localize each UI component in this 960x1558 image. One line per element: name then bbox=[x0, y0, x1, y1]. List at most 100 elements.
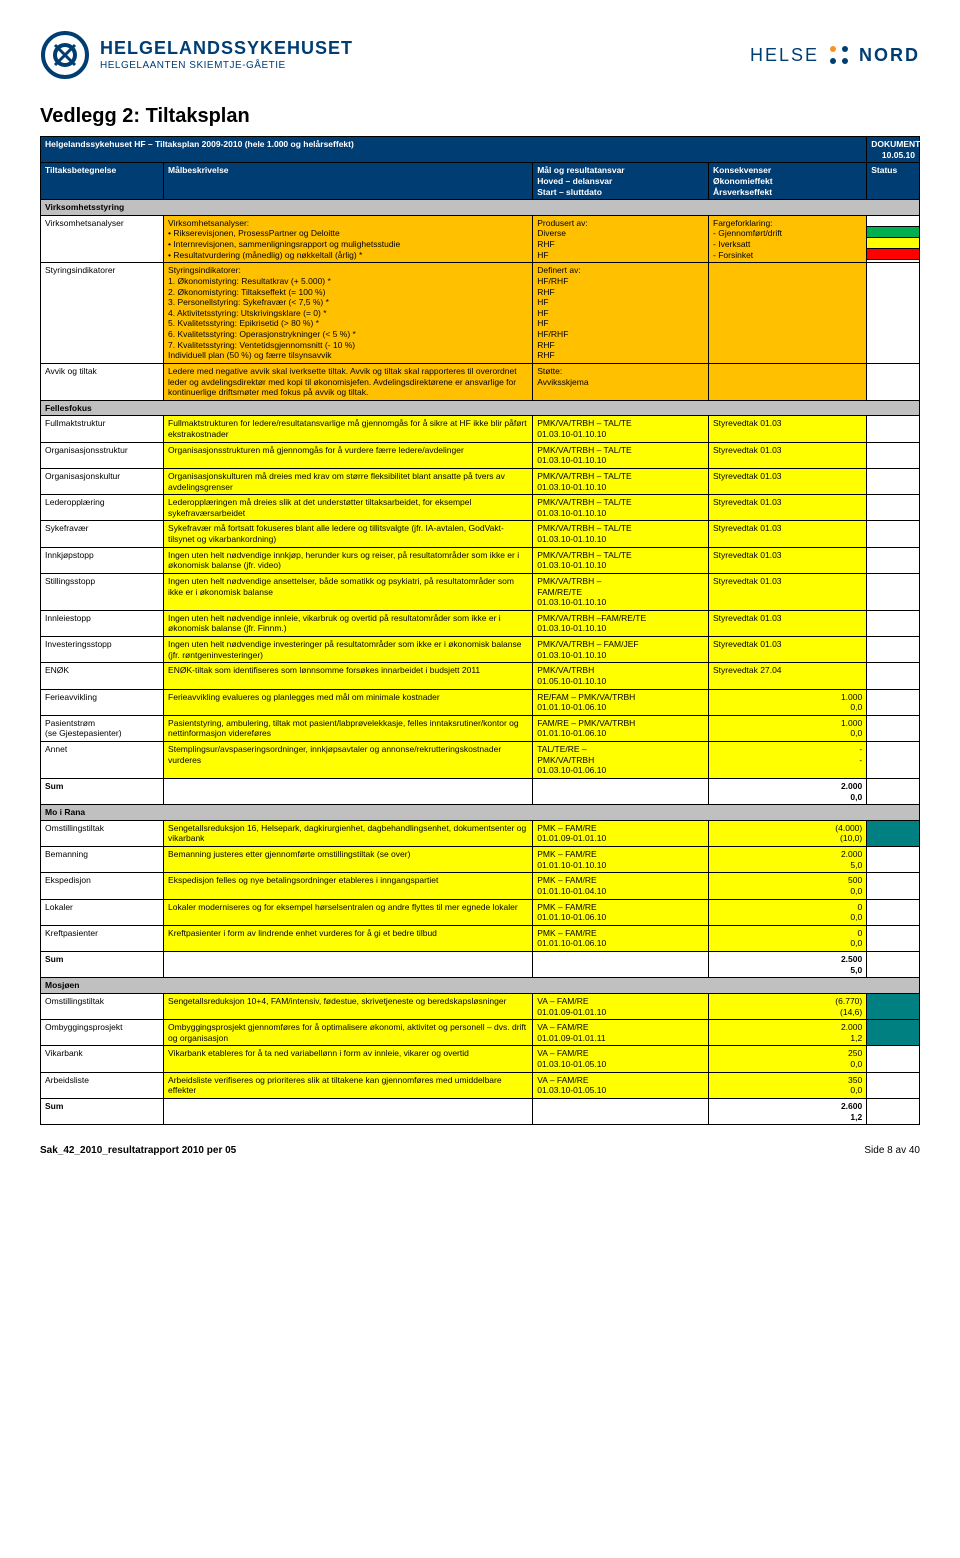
cell-ansvar: VA – FAM/RE 01.01.09-01.01.10 bbox=[533, 993, 709, 1019]
cell-konsekvens: Styrevedtak 01.03 bbox=[709, 573, 867, 610]
table-row: ArbeidslisteArbeidsliste verifiseres og … bbox=[41, 1072, 920, 1098]
cell-konsekvens: Fargeforklaring: - Gjennomført/drift - I… bbox=[709, 215, 867, 263]
cell-status bbox=[867, 363, 920, 400]
cell-status bbox=[867, 1098, 920, 1124]
cell-tiltak: Annet bbox=[41, 742, 164, 779]
cell-beskrivelse: Ferieavvikling evalueres og planlegges m… bbox=[164, 689, 533, 715]
cell-konsekvens: 2.000 1,2 bbox=[709, 1020, 867, 1046]
cell-ansvar bbox=[533, 778, 709, 804]
cell-ansvar: PMK/VA/TRBH – TAL/TE 01.03.10-01.10.10 bbox=[533, 468, 709, 494]
cell-status bbox=[867, 637, 920, 663]
cell-status bbox=[867, 263, 920, 364]
section-header: Mo i Rana bbox=[41, 805, 920, 821]
cell-ansvar: VA – FAM/RE 01.03.10-01.05.10 bbox=[533, 1046, 709, 1072]
section-name: Mo i Rana bbox=[41, 805, 920, 821]
cell-ansvar: PMK/VA/TRBH – TAL/TE 01.03.10-01.10.10 bbox=[533, 495, 709, 521]
cell-tiltak: Ombyggingsprosjekt bbox=[41, 1020, 164, 1046]
cell-beskrivelse: Pasientstyring, ambulering, tiltak mot p… bbox=[164, 715, 533, 741]
cell-konsekvens: 2.000 5,0 bbox=[709, 847, 867, 873]
table-row: VirksomhetsanalyserVirksomhetsanalyser: … bbox=[41, 215, 920, 263]
cell-beskrivelse: Ledere med negative avvik skal iverksett… bbox=[164, 363, 533, 400]
table-row: BemanningBemanning justeres etter gjenno… bbox=[41, 847, 920, 873]
cell-ansvar: PMK/VA/TRBH –FAM/RE/TE 01.03.10-01.10.10 bbox=[533, 610, 709, 636]
cell-konsekvens: 2.000 0,0 bbox=[709, 778, 867, 804]
col-header-5: Status bbox=[867, 163, 920, 200]
cell-beskrivelse: Ingen uten helt nødvendige ansettelser, … bbox=[164, 573, 533, 610]
tiltaksplan-table: Helgelandssykehuset HF – Tiltaksplan 200… bbox=[40, 136, 920, 1125]
cell-status bbox=[867, 521, 920, 547]
cell-tiltak: Innkjøpstopp bbox=[41, 547, 164, 573]
cell-ansvar bbox=[533, 1098, 709, 1124]
cell-beskrivelse: Vikarbank etableres for å ta ned variabe… bbox=[164, 1046, 533, 1072]
cell-beskrivelse: ENØK-tiltak som identifiseres som lønnso… bbox=[164, 663, 533, 689]
cell-konsekvens: 0 0,0 bbox=[709, 899, 867, 925]
table-row: InvesteringsstoppIngen uten helt nødvend… bbox=[41, 637, 920, 663]
cell-konsekvens: - - bbox=[709, 742, 867, 779]
cell-tiltak: Organisasjonskultur bbox=[41, 468, 164, 494]
cell-status bbox=[867, 1046, 920, 1072]
cell-konsekvens bbox=[709, 363, 867, 400]
table-row: FullmaktstrukturFullmaktstrukturen for l… bbox=[41, 416, 920, 442]
table-row: OrganisasjonsstrukturOrganisasjonsstrukt… bbox=[41, 442, 920, 468]
cell-tiltak: Ekspedisjon bbox=[41, 873, 164, 899]
cell-beskrivelse: Lederopplæringen må dreies slik at det u… bbox=[164, 495, 533, 521]
cell-status bbox=[867, 468, 920, 494]
cell-beskrivelse: Lokaler moderniseres og for eksempel hør… bbox=[164, 899, 533, 925]
section-name: Fellesfokus bbox=[41, 400, 920, 416]
cell-konsekvens: 2.600 1,2 bbox=[709, 1098, 867, 1124]
cell-tiltak: Stillingsstopp bbox=[41, 573, 164, 610]
cell-status bbox=[867, 610, 920, 636]
cell-status bbox=[867, 742, 920, 779]
cell-beskrivelse: Ingen uten helt nødvendige investeringer… bbox=[164, 637, 533, 663]
section-name: Mosjøen bbox=[41, 978, 920, 994]
cell-konsekvens: 350 0,0 bbox=[709, 1072, 867, 1098]
cell-beskrivelse bbox=[164, 1098, 533, 1124]
cell-konsekvens: 1.000 0,0 bbox=[709, 689, 867, 715]
cell-beskrivelse bbox=[164, 778, 533, 804]
page-footer: Sak_42_2010_resultatrapport 2010 per 05 … bbox=[40, 1145, 920, 1156]
cell-ansvar: FAM/RE – PMK/VA/TRBH 01.01.10-01.06.10 bbox=[533, 715, 709, 741]
cell-ansvar: Støtte: Avviksskjema bbox=[533, 363, 709, 400]
table-row: KreftpasienterKreftpasienter i form av l… bbox=[41, 925, 920, 951]
cell-tiltak: Sum bbox=[41, 952, 164, 978]
table-row: Sum2.500 5,0 bbox=[41, 952, 920, 978]
org-name-main: HELGELANDSSYKEHUSET bbox=[100, 38, 353, 60]
cell-konsekvens: 500 0,0 bbox=[709, 873, 867, 899]
table-row: InnkjøpstoppIngen uten helt nødvendige i… bbox=[41, 547, 920, 573]
cell-status bbox=[867, 778, 920, 804]
cell-konsekvens: 1.000 0,0 bbox=[709, 715, 867, 741]
cell-tiltak: Investeringsstopp bbox=[41, 637, 164, 663]
cell-ansvar: TAL/TE/RE – PMK/VA/TRBH 01.03.10-01.06.1… bbox=[533, 742, 709, 779]
col-header-1: Tiltaksbetegnelse bbox=[41, 163, 164, 200]
footer-left: Sak_42_2010_resultatrapport 2010 per 05 bbox=[40, 1145, 236, 1156]
table-row: OmbyggingsprosjektOmbyggingsprosjekt gje… bbox=[41, 1020, 920, 1046]
cell-status bbox=[867, 873, 920, 899]
cell-tiltak: Sum bbox=[41, 778, 164, 804]
cell-ansvar: PMK/VA/TRBH 01.05.10-01.10.10 bbox=[533, 663, 709, 689]
brand-logo: HELSE NORD bbox=[750, 43, 920, 67]
cell-beskrivelse: Arbeidsliste verifiseres og prioriteres … bbox=[164, 1072, 533, 1098]
cell-ansvar: PMK – FAM/RE 01.01.09-01.01.10 bbox=[533, 820, 709, 846]
cell-konsekvens: Styrevedtak 01.03 bbox=[709, 416, 867, 442]
cell-status bbox=[867, 899, 920, 925]
cell-beskrivelse: Fullmaktstrukturen for ledere/resultatan… bbox=[164, 416, 533, 442]
cell-beskrivelse: Organisasjonskulturen må dreies med krav… bbox=[164, 468, 533, 494]
cell-tiltak: Lederopplæring bbox=[41, 495, 164, 521]
cell-status bbox=[867, 952, 920, 978]
cell-beskrivelse: Ekspedisjon felles og nye betalingsordni… bbox=[164, 873, 533, 899]
cell-status bbox=[867, 847, 920, 873]
cell-konsekvens: Styrevedtak 01.03 bbox=[709, 442, 867, 468]
cell-status bbox=[867, 925, 920, 951]
cell-konsekvens: Styrevedtak 01.03 bbox=[709, 468, 867, 494]
table-row: InnleiestoppIngen uten helt nødvendige i… bbox=[41, 610, 920, 636]
cell-ansvar bbox=[533, 952, 709, 978]
cell-ansvar: Definert av: HF/RHF RHF HF HF HF HF/RHF … bbox=[533, 263, 709, 364]
cell-tiltak: Lokaler bbox=[41, 899, 164, 925]
cell-tiltak: Avvik og tiltak bbox=[41, 363, 164, 400]
table-row: Sum 2.000 0,0 bbox=[41, 778, 920, 804]
col-header-2: Målbeskrivelse bbox=[164, 163, 533, 200]
cell-konsekvens: Styrevedtak 01.03 bbox=[709, 637, 867, 663]
cell-status bbox=[867, 547, 920, 573]
cell-konsekvens: 250 0,0 bbox=[709, 1046, 867, 1072]
cell-status bbox=[867, 573, 920, 610]
